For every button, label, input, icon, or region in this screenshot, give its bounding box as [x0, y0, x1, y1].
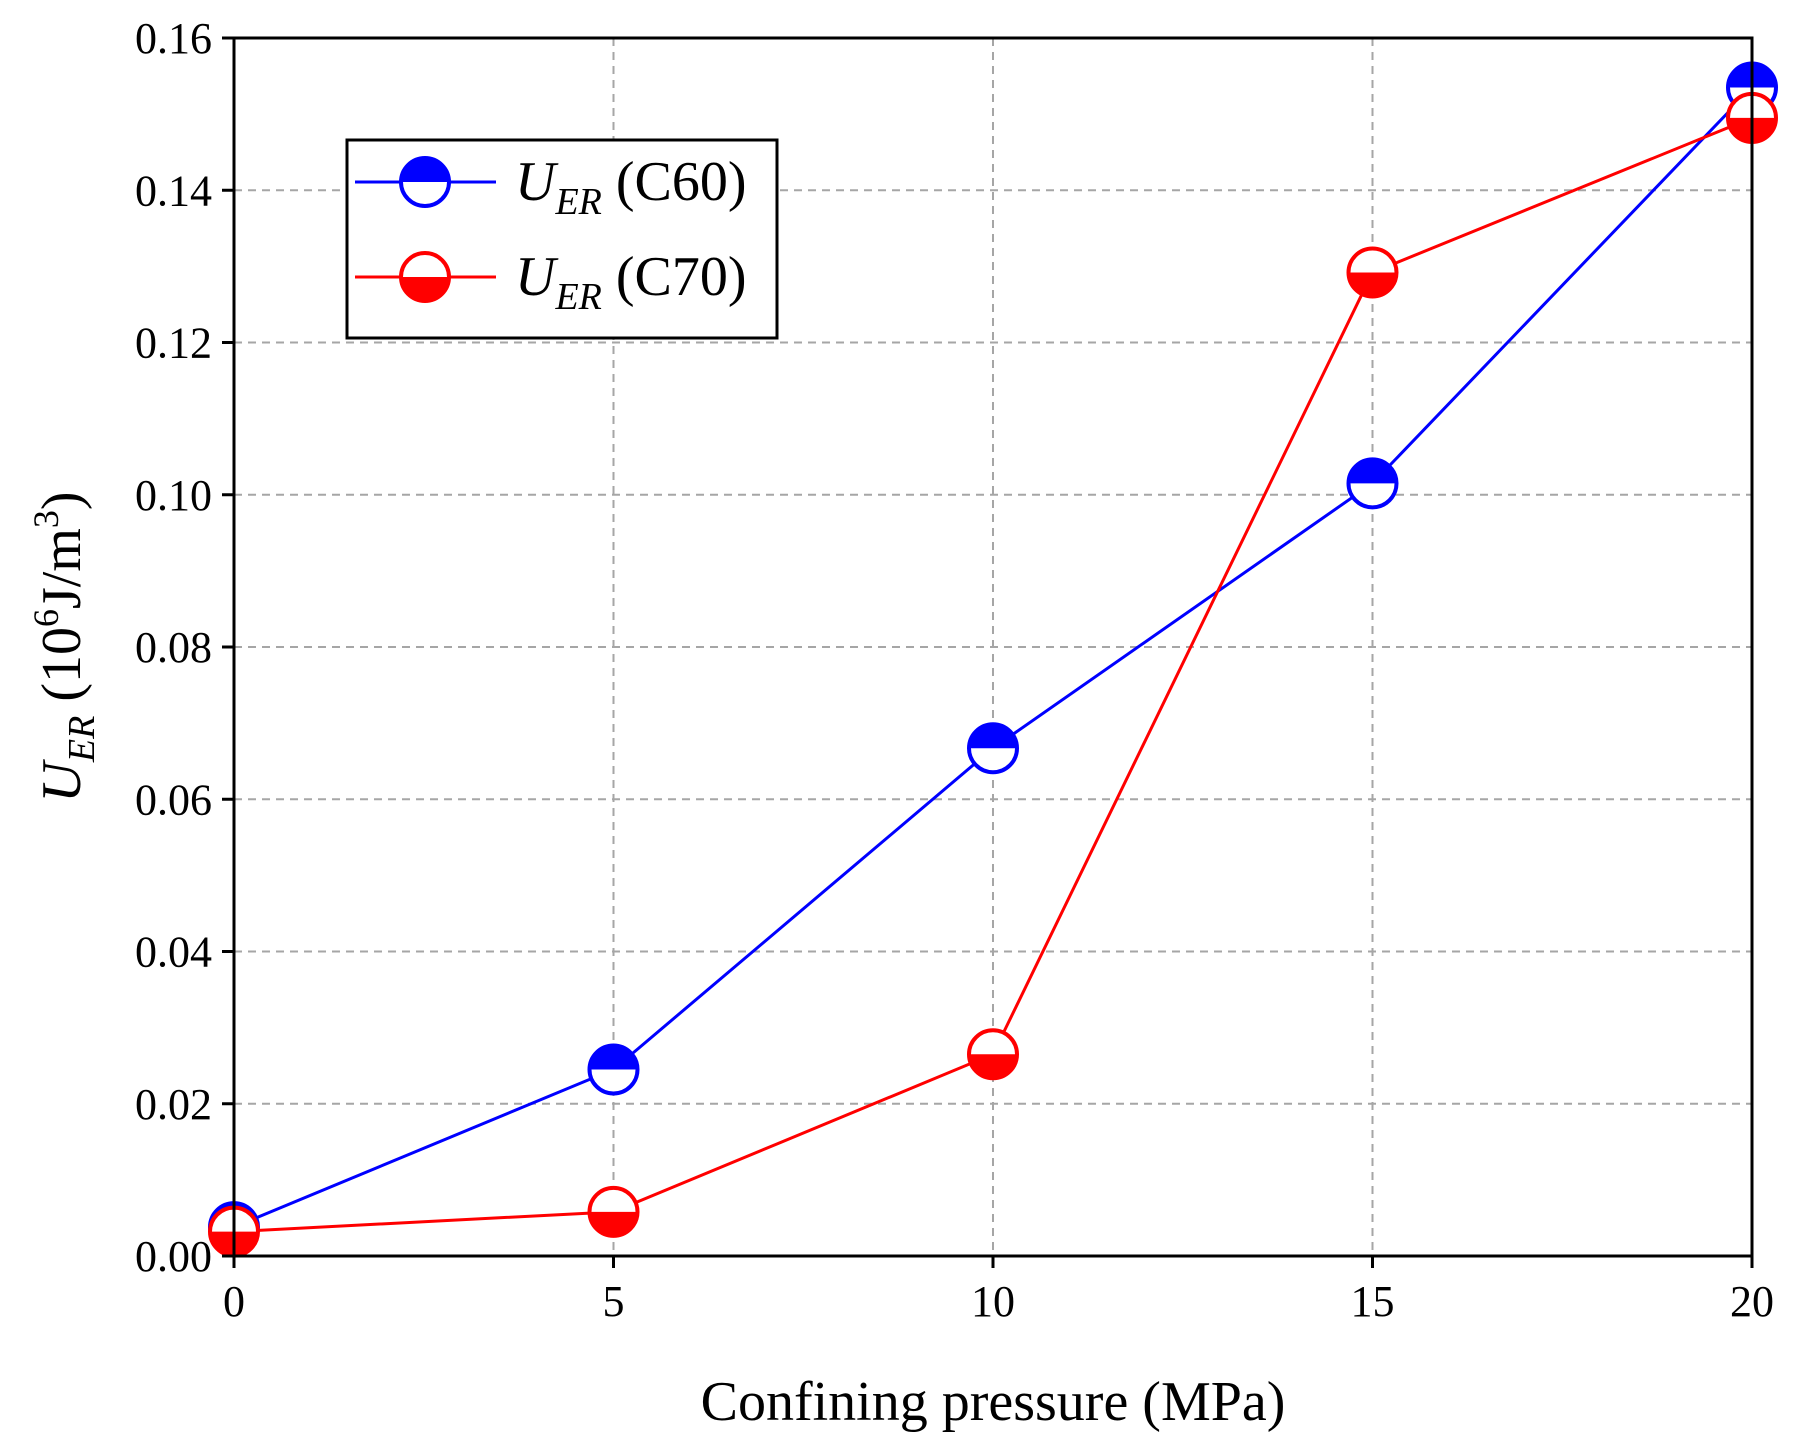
legend-subscript-c60: ER: [554, 181, 601, 223]
point-c70-2-outline: [967, 1028, 1019, 1081]
legend-symbol-c60: U: [515, 151, 559, 213]
y-tick-label-8: 0.16: [135, 14, 212, 63]
legend-marker-symbol-c70: [399, 251, 451, 303]
point-c70-3: [1346, 246, 1399, 299]
y-axis-title-exponent-2: 3: [26, 510, 66, 528]
y-axis-title-symbol: U: [31, 759, 93, 803]
y-axis-title-unit: J/m: [31, 528, 93, 609]
x-tick-label-0: 0: [223, 1277, 245, 1326]
point-c70-3-half: [1348, 272, 1397, 297]
point-c60-3: [1346, 457, 1399, 510]
x-axis-ticks: 0 5 10 15 20: [223, 1256, 1774, 1326]
legend-symbol-c70: U: [515, 246, 559, 308]
y-tick-label-4: 0.08: [135, 623, 212, 672]
legend: UER (C60) UER (C70): [345, 138, 779, 340]
legend-entry-c60: UER (C60): [355, 151, 747, 223]
y-axis-title: UER (106J/m3): [26, 491, 103, 802]
point-c60-2: [967, 722, 1019, 775]
point-c60-3-outline: [1346, 457, 1399, 510]
point-c70-2: [967, 1028, 1019, 1081]
point-c60-1-outline: [587, 1043, 640, 1096]
y-tick-label-3: 0.06: [135, 775, 212, 824]
legend-marker-symbol-c60-outline: [399, 156, 451, 208]
legend-label-c70: UER (C70): [515, 246, 747, 318]
y-tick-label-5: 0.10: [135, 471, 212, 520]
legend-suffix-c70: (C70): [602, 246, 747, 308]
x-tick-label-4: 20: [1730, 1277, 1774, 1326]
legend-marker-symbol-c60-half: [401, 158, 449, 182]
x-axis-title: Confining pressure (MPa): [701, 1371, 1286, 1433]
point-c60-3-half: [1348, 459, 1397, 484]
y-axis-title-unit-close: ): [31, 491, 93, 510]
point-c60-2-outline: [967, 722, 1019, 775]
x-tick-label-3: 15: [1351, 1277, 1395, 1326]
legend-subscript-c70: ER: [554, 276, 601, 318]
point-c70-1-half: [589, 1211, 638, 1236]
point-c60-1: [587, 1043, 640, 1096]
point-c60-1-half: [589, 1045, 638, 1070]
y-axis-title-exponent: 6: [26, 609, 66, 627]
x-tick-label-1: 5: [603, 1277, 625, 1326]
legend-marker-c70: [399, 251, 451, 303]
y-tick-label-2: 0.04: [135, 928, 212, 977]
point-c70-3-outline: [1346, 246, 1399, 299]
legend-marker-symbol-c60: [399, 156, 451, 208]
point-c60-2-half: [969, 724, 1017, 749]
y-axis-ticks: 0.00 0.02 0.04 0.06 0.08 0.10 0.12 0.14 0.16: [135, 14, 234, 1281]
point-c70-1-outline: [587, 1185, 640, 1238]
point-c70-1: [587, 1185, 640, 1238]
y-tick-label-7: 0.14: [135, 166, 212, 215]
y-tick-label-0: 0.00: [135, 1232, 212, 1281]
point-c70-2-half: [969, 1054, 1017, 1079]
y-tick-label-6: 0.12: [135, 319, 212, 368]
legend-suffix-c60: (C60): [602, 151, 747, 213]
x-tick-label-2: 10: [971, 1277, 1015, 1326]
legend-marker-symbol-c70-half: [401, 277, 449, 301]
legend-entry-c70: UER (C70): [355, 246, 747, 318]
y-axis-title-subscript: ER: [61, 716, 103, 763]
legend-marker-symbol-c70-outline: [399, 251, 451, 303]
legend-label-c60: UER (C60): [515, 151, 747, 223]
legend-marker-c60: [399, 156, 451, 208]
y-tick-label-1: 0.02: [135, 1080, 212, 1129]
grid-lines: [234, 38, 1752, 1256]
y-axis-title-unit-open: (10: [31, 627, 93, 716]
